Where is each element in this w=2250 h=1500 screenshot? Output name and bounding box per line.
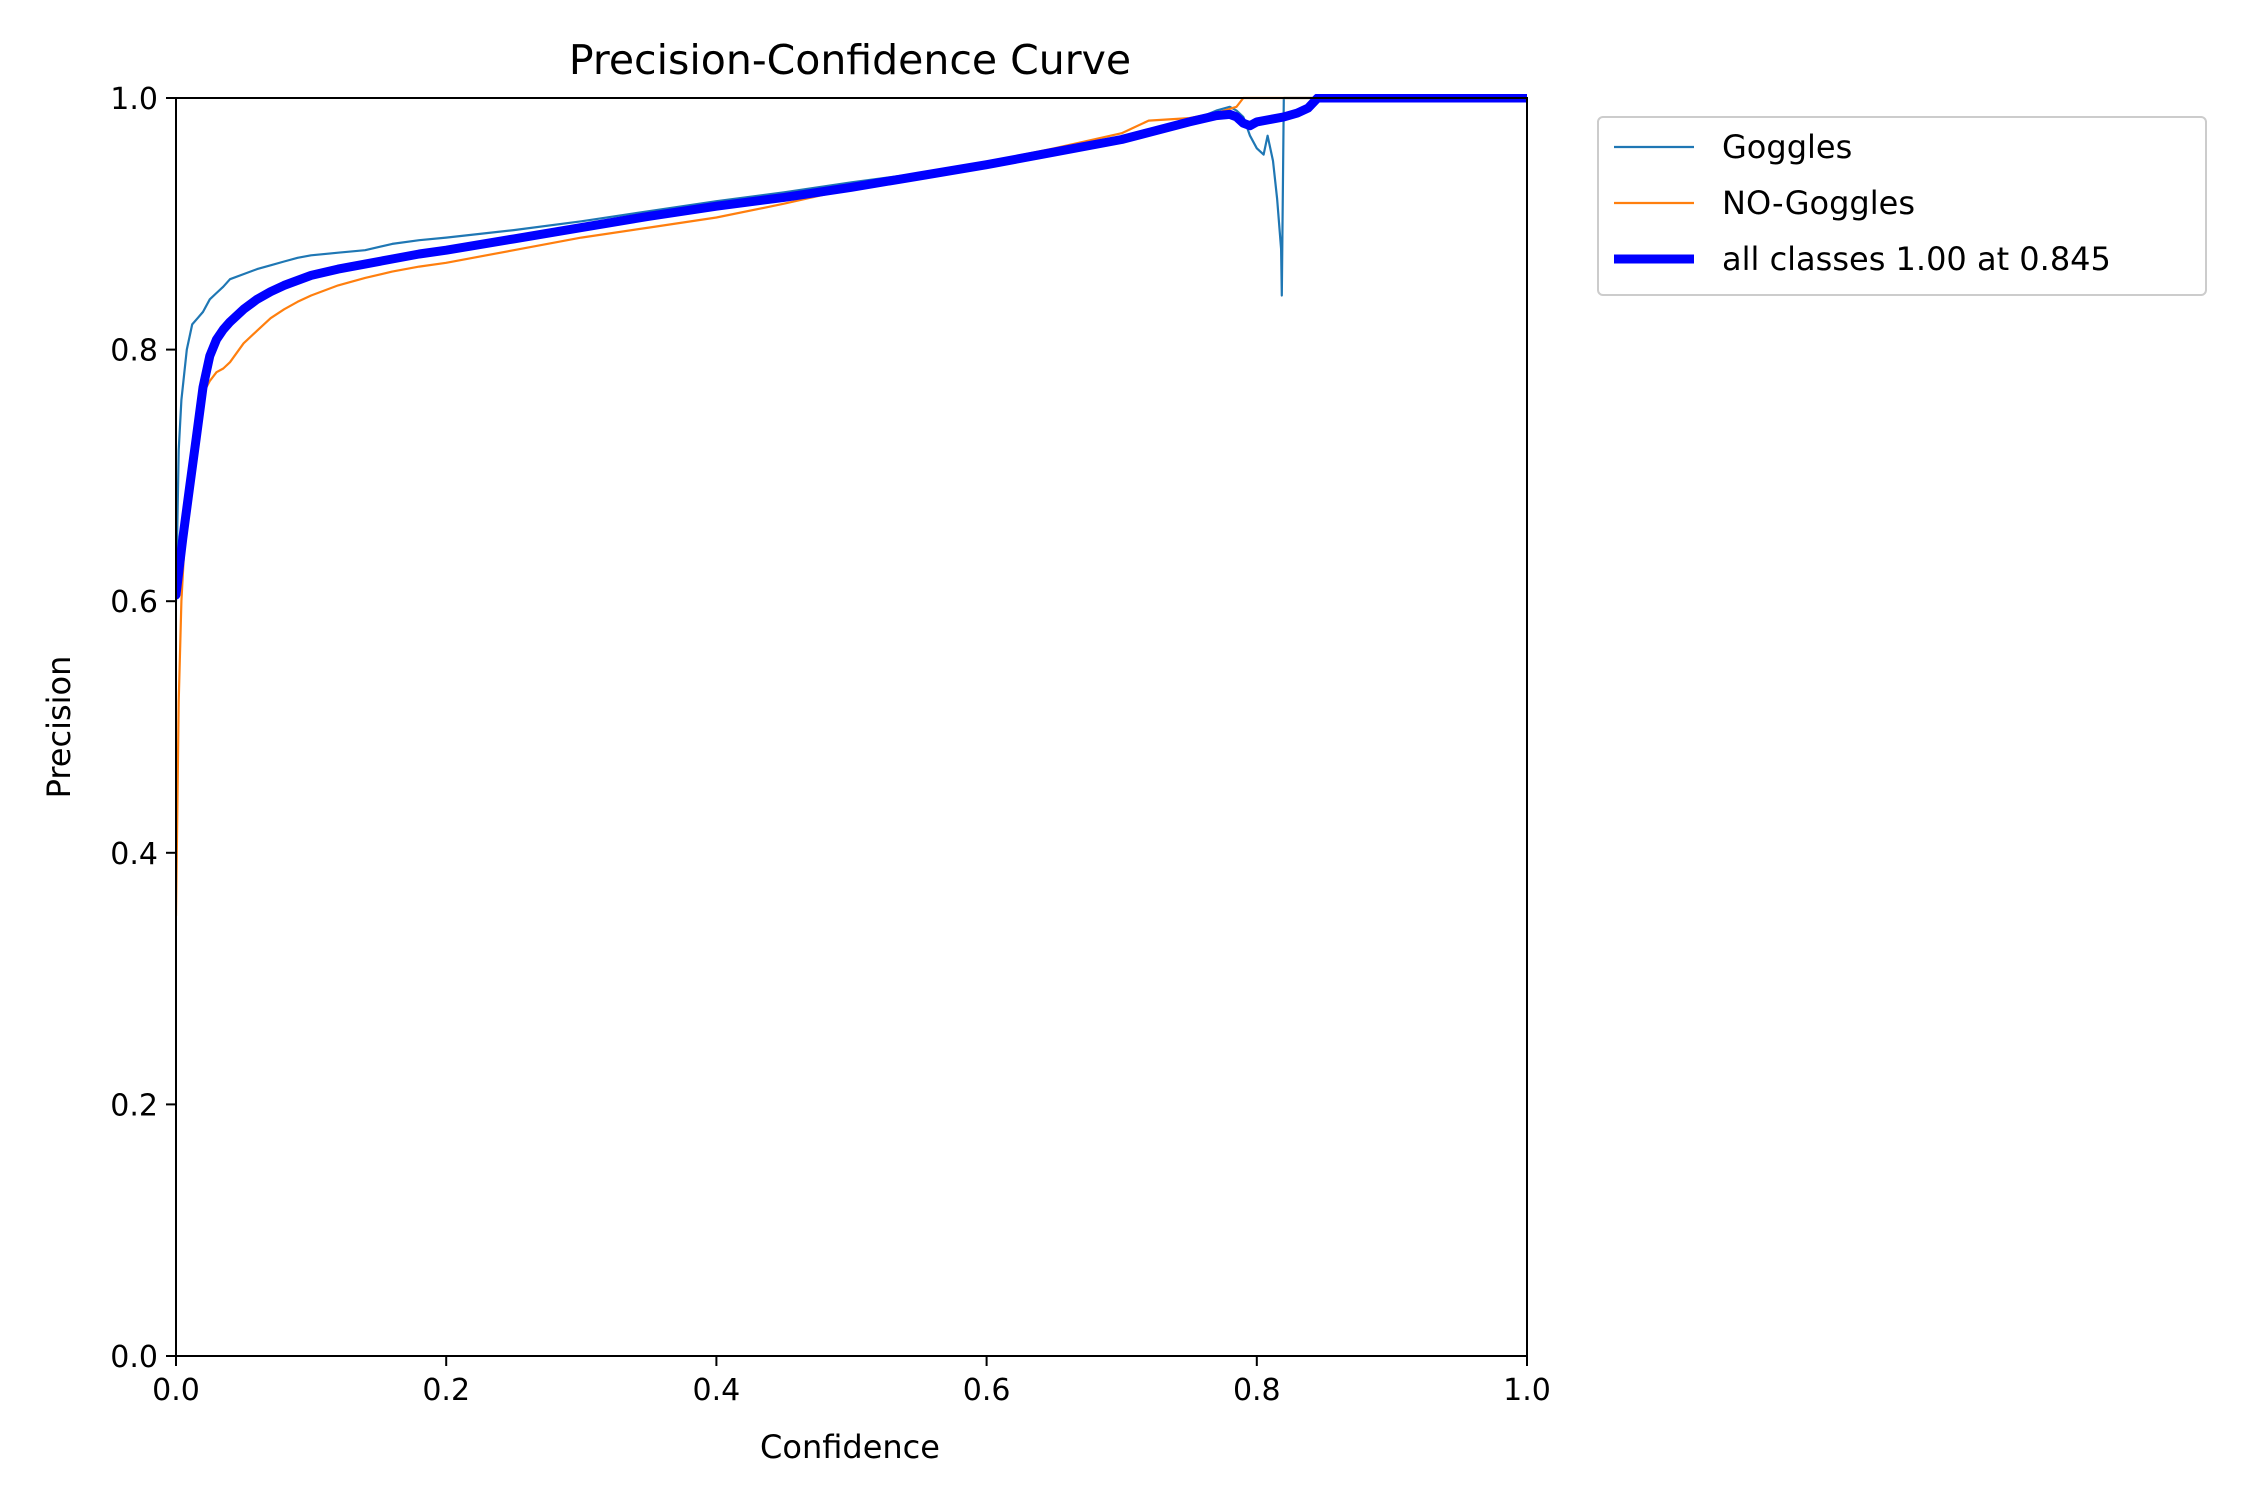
x-tick-label: 0.0: [152, 1373, 200, 1408]
x-tick-label: 0.6: [963, 1373, 1011, 1408]
series-line-all-classes-1-00-at-0-845: [176, 94, 1527, 600]
y-tick-label: 0.4: [110, 837, 158, 872]
y-axis-label: Precision: [40, 656, 78, 799]
series-line-no-goggles: [176, 96, 1527, 917]
legend-label: all classes 1.00 at 0.845: [1722, 240, 2111, 278]
x-tick-label: 0.2: [422, 1373, 470, 1408]
legend-box: [1597, 116, 2207, 296]
x-tick-label: 0.4: [693, 1373, 741, 1408]
legend-label: Goggles: [1722, 128, 1852, 166]
y-tick-label: 0.6: [110, 585, 158, 620]
y-tick-label: 0.2: [110, 1088, 158, 1123]
x-tick-label: 1.0: [1503, 1373, 1551, 1408]
x-axis-label: Confidence: [760, 1428, 940, 1466]
y-tick-label: 0.0: [110, 1340, 158, 1375]
plot-lines: [176, 94, 1527, 917]
axes: [175, 97, 1528, 1357]
plot-frame: [175, 97, 1528, 1357]
chart-title: Precision-Confidence Curve: [569, 36, 1131, 84]
y-tick-label: 0.8: [110, 334, 158, 369]
legend-label: NO-Goggles: [1722, 184, 1915, 222]
y-tick-label: 1.0: [110, 82, 158, 117]
x-tick-label: 0.8: [1233, 1373, 1281, 1408]
series-line-goggles: [176, 96, 1527, 603]
ticks: 0.0 0.2 0.4 0.6 0.8 1.0 0.0 0.2 0.4 0.6 0.8 1.0: [110, 82, 1551, 1408]
legend: Goggles NO-Goggles all classes 1.00 at 0.8…: [1597, 116, 2207, 296]
